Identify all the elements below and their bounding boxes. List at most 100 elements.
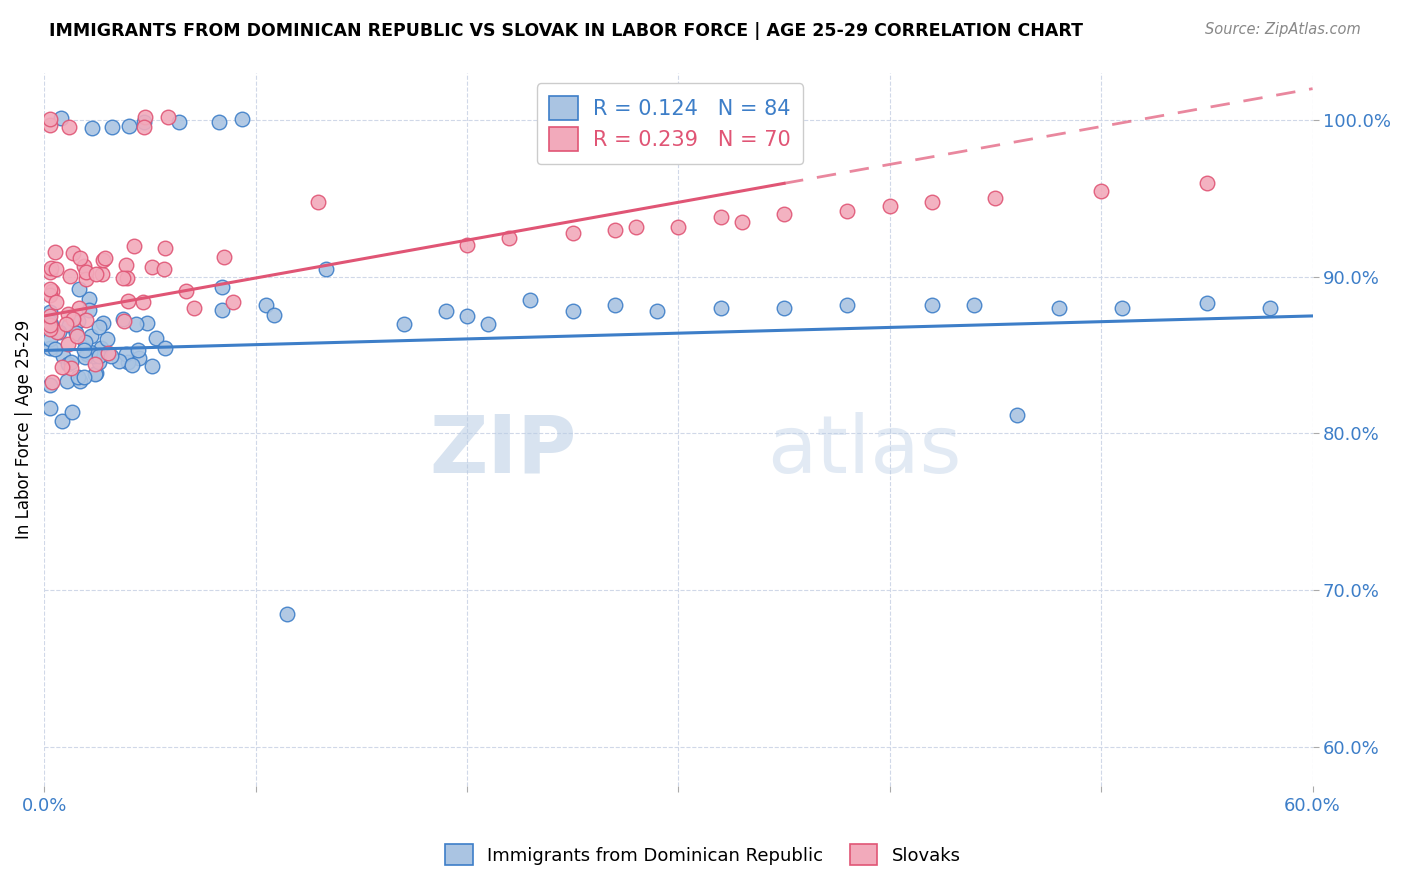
Point [45, 262, 67, 277]
Point [45, 294, 67, 309]
Point [58, 336, 80, 351]
Point [156, 110, 179, 124]
Point [101, 120, 124, 135]
Point [837, 203, 859, 218]
Point [97, 346, 120, 360]
Point [62, 311, 84, 326]
Point [73, 343, 96, 358]
Point [66, 314, 89, 328]
Point [921, 298, 943, 312]
Point [222, 295, 245, 310]
Point [145, 330, 167, 344]
Point [39, 288, 62, 302]
Point [44, 343, 66, 357]
Point [231, 112, 253, 126]
Point [87, 355, 110, 369]
Legend: Immigrants from Dominican Republic, Slovaks: Immigrants from Dominican Republic, Slov… [439, 837, 967, 872]
Point [96, 332, 118, 346]
Point [56, 357, 79, 371]
Point [1195, 176, 1218, 190]
Point [48, 325, 70, 339]
Point [135, 316, 157, 330]
Y-axis label: In Labor Force | Age 25-29: In Labor Force | Age 25-29 [15, 320, 32, 539]
Point [666, 219, 689, 234]
Point [624, 219, 647, 234]
Point [59, 269, 82, 284]
Point [561, 226, 583, 240]
Point [72, 259, 94, 273]
Point [276, 607, 298, 621]
Point [921, 194, 943, 209]
Point [127, 343, 149, 357]
Point [39, 265, 62, 279]
Point [59, 360, 82, 375]
Point [211, 280, 233, 294]
Point [152, 262, 174, 277]
Point [879, 199, 901, 213]
Point [84, 367, 107, 381]
Point [153, 241, 176, 255]
Point [90, 341, 112, 355]
Point [121, 358, 143, 372]
Point [39, 378, 62, 392]
Point [115, 258, 138, 272]
Point [39, 118, 62, 132]
Point [69, 251, 91, 265]
Point [73, 334, 96, 349]
Point [67, 282, 90, 296]
Point [984, 191, 1007, 205]
Point [1005, 408, 1028, 422]
Point [87, 349, 110, 363]
Point [45, 325, 67, 339]
Point [87, 320, 110, 334]
Point [132, 120, 155, 135]
Point [55, 317, 77, 331]
Point [1090, 184, 1112, 198]
Point [62, 245, 84, 260]
Point [1195, 296, 1218, 310]
Point [963, 298, 986, 312]
Point [134, 110, 156, 124]
Point [1111, 301, 1133, 315]
Point [79, 345, 101, 359]
Point [39, 321, 62, 335]
Point [645, 304, 668, 318]
Point [112, 314, 135, 328]
Point [75, 271, 97, 285]
Point [39, 282, 62, 296]
Point [456, 238, 478, 252]
Point [141, 260, 163, 275]
Point [49, 111, 72, 125]
Point [477, 317, 499, 331]
Point [498, 230, 520, 244]
Point [51, 414, 73, 428]
Point [39, 341, 62, 355]
Legend: R = 0.124   N = 84, R = 0.239   N = 70: R = 0.124 N = 84, R = 0.239 N = 70 [537, 83, 803, 164]
Point [58, 120, 80, 135]
Point [39, 310, 62, 324]
Point [183, 301, 205, 316]
Point [69, 374, 91, 388]
Point [392, 317, 415, 331]
Point [80, 329, 103, 343]
Point [41, 375, 63, 389]
Point [837, 298, 859, 312]
Point [214, 250, 236, 264]
Point [117, 355, 139, 369]
Point [60, 405, 83, 419]
Point [112, 311, 135, 326]
Point [710, 301, 733, 315]
Point [77, 302, 100, 317]
Point [44, 245, 66, 260]
Point [112, 271, 135, 285]
Point [83, 349, 105, 363]
Point [211, 302, 233, 317]
Point [86, 267, 108, 281]
Point [39, 332, 62, 346]
Point [128, 351, 150, 366]
Point [307, 195, 329, 210]
Point [132, 294, 155, 309]
Point [75, 351, 97, 365]
Point [561, 304, 583, 318]
Point [124, 239, 146, 253]
